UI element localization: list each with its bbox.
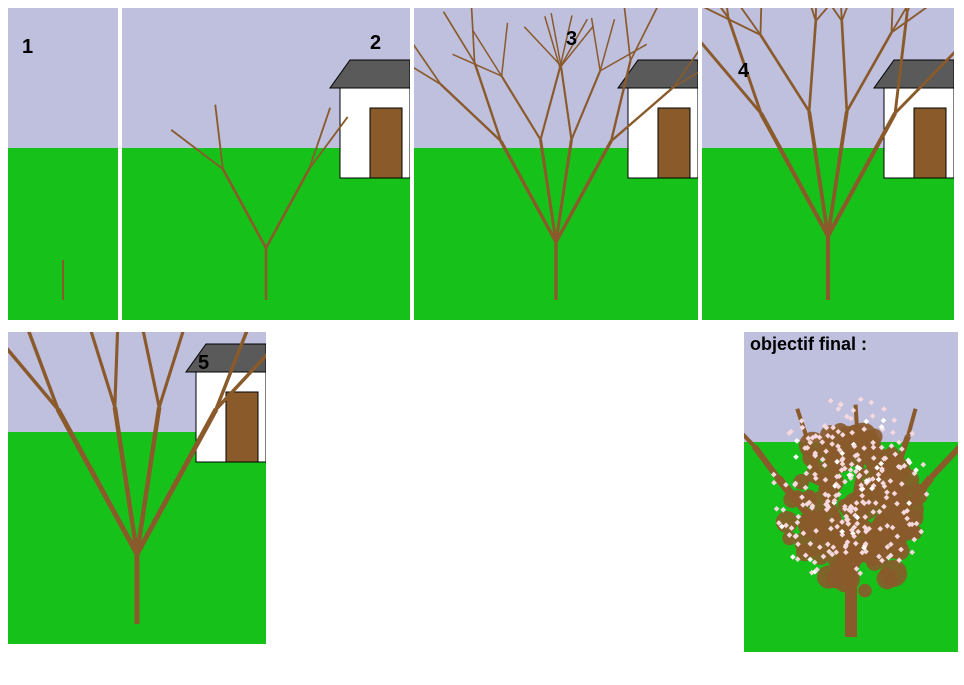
label-3: 3 [566,28,577,51]
label-final: objectif final : [750,334,867,355]
panel-4: 4 [702,8,954,320]
panel-1: 1 [8,8,118,320]
row-2: 5 objectif final : [8,332,964,652]
spacer [270,332,740,652]
panel-5: 5 [8,332,266,652]
label-4: 4 [738,60,749,83]
panel-2: 2 [122,8,410,320]
label-1: 1 [22,36,33,59]
row-1: 1 2 3 4 [8,8,964,320]
label-5: 5 [198,352,209,375]
panel-final: objectif final : [744,332,958,652]
panel-3: 3 [414,8,698,320]
label-2: 2 [370,32,381,55]
